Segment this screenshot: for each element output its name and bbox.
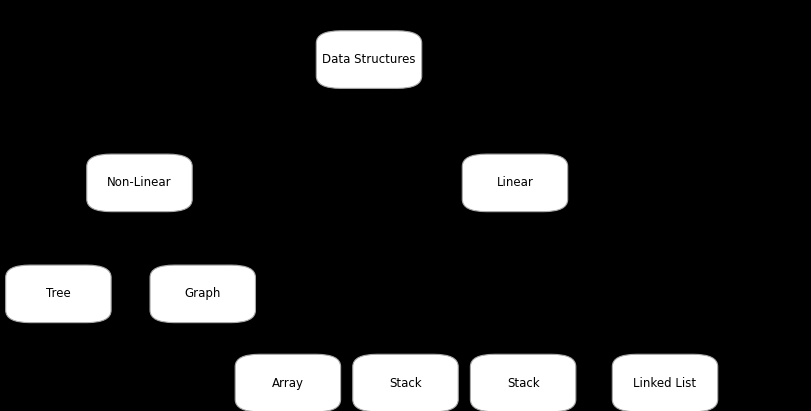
Text: Non-Linear: Non-Linear bbox=[107, 176, 172, 189]
Text: Data Structures: Data Structures bbox=[322, 53, 416, 66]
Text: Graph: Graph bbox=[185, 287, 221, 300]
Text: Stack: Stack bbox=[389, 376, 422, 390]
FancyBboxPatch shape bbox=[462, 154, 568, 212]
Text: Array: Array bbox=[272, 376, 304, 390]
FancyBboxPatch shape bbox=[150, 265, 255, 323]
Text: Tree: Tree bbox=[46, 287, 71, 300]
FancyBboxPatch shape bbox=[612, 354, 718, 411]
Text: Linked List: Linked List bbox=[633, 376, 697, 390]
FancyBboxPatch shape bbox=[6, 265, 111, 323]
Text: Stack: Stack bbox=[507, 376, 539, 390]
FancyBboxPatch shape bbox=[235, 354, 341, 411]
FancyBboxPatch shape bbox=[470, 354, 576, 411]
Text: Linear: Linear bbox=[496, 176, 534, 189]
FancyBboxPatch shape bbox=[316, 31, 422, 88]
FancyBboxPatch shape bbox=[353, 354, 458, 411]
FancyBboxPatch shape bbox=[87, 154, 192, 212]
